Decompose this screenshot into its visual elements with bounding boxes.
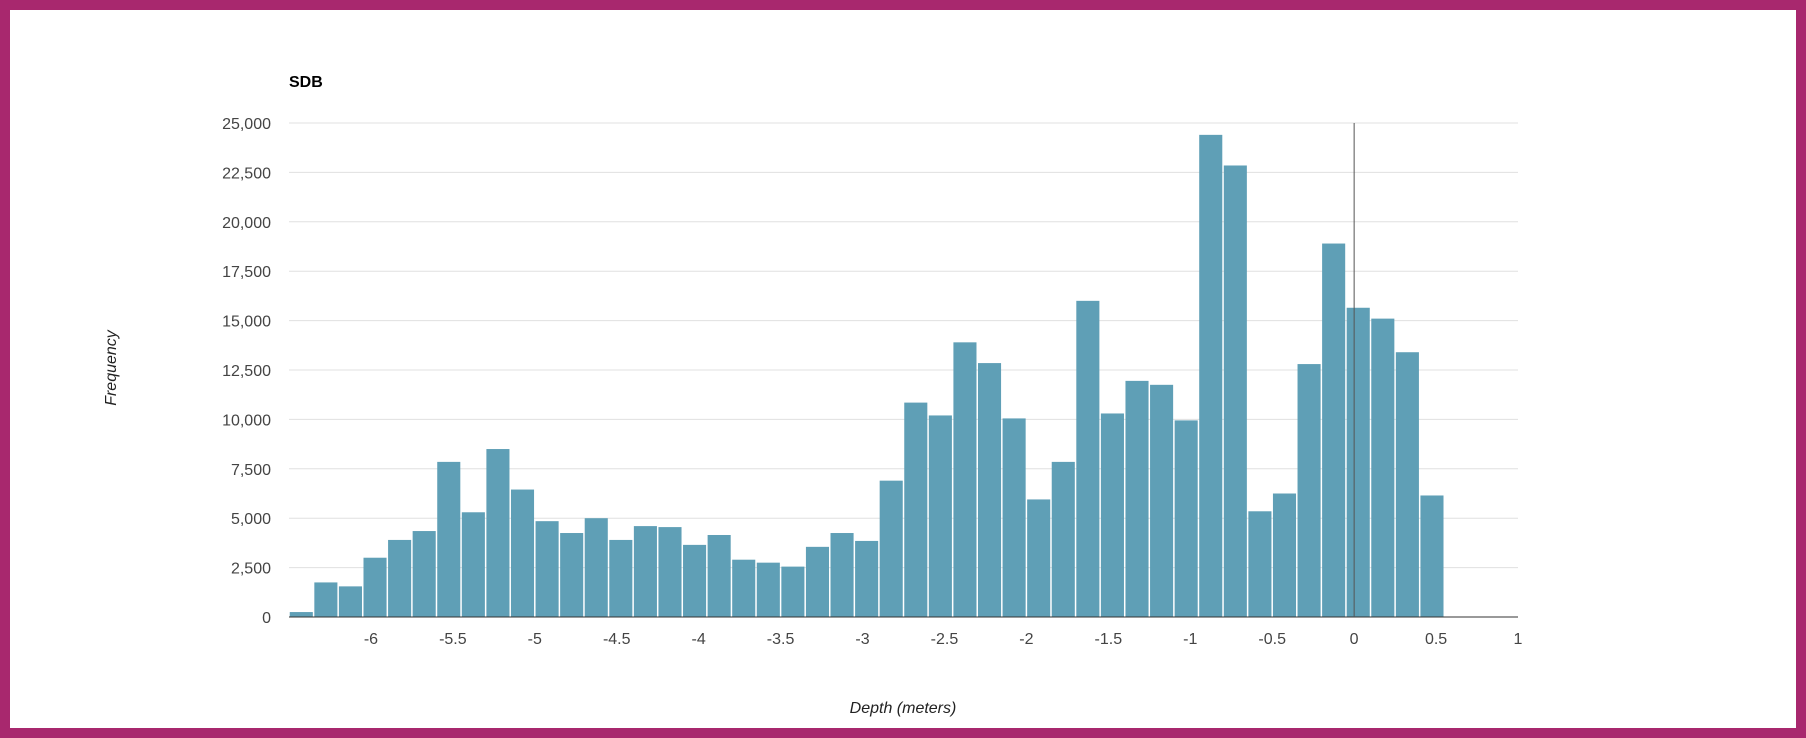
y-tick-label: 12,500	[222, 363, 271, 380]
x-tick-label: -5	[528, 631, 542, 648]
histogram-bars	[289, 134, 1444, 617]
histogram-bar	[486, 449, 510, 617]
x-tick-label: -1.5	[1095, 631, 1123, 648]
histogram-bar	[977, 363, 1002, 617]
y-tick-label: 0	[262, 610, 271, 627]
histogram-bar	[1371, 318, 1395, 617]
histogram-bar	[732, 559, 756, 617]
histogram-bar	[1125, 380, 1149, 617]
histogram-bar	[904, 402, 928, 617]
y-tick-label: 5,000	[231, 511, 271, 528]
histogram-bar	[363, 557, 387, 617]
x-tick-label: 0.5	[1425, 631, 1447, 648]
y-tick-label: 17,500	[222, 264, 271, 281]
y-tick-label: 2,500	[231, 561, 271, 578]
histogram-bar	[535, 521, 559, 617]
histogram-bar	[1223, 165, 1247, 617]
x-axis-ticks: -6 -5.5 -5 -4.5 -4 -3.5 -3 -2.5 -2 -1.5 -1 -0.5 0 0.5…	[364, 631, 1523, 648]
histogram-bar	[633, 526, 657, 617]
y-tick-label: 20,000	[222, 215, 271, 232]
histogram-bar	[781, 566, 805, 617]
histogram-bar	[461, 512, 485, 617]
histogram-bar	[1002, 418, 1026, 617]
histogram-bar	[437, 461, 461, 617]
histogram-bar	[584, 518, 608, 617]
histogram-bar	[560, 533, 584, 617]
histogram-bar	[1199, 134, 1223, 617]
histogram-bar	[1322, 243, 1346, 617]
x-tick-label: -2.5	[931, 631, 959, 648]
histogram-bar	[1395, 352, 1419, 617]
histogram-bar	[830, 533, 854, 617]
y-axis-ticks: 0 2,500 5,000 7,500 10,000 12,500 15,000 17,500…	[222, 116, 271, 627]
x-tick-label: 0	[1350, 631, 1359, 648]
y-axis-label: Frequency	[103, 329, 120, 406]
histogram-bar	[289, 612, 313, 617]
x-tick-label: -2	[1019, 631, 1033, 648]
histogram-bar	[805, 546, 830, 617]
histogram-bar	[1420, 495, 1444, 617]
x-axis-label: Depth (meters)	[850, 700, 957, 717]
y-tick-label: 22,500	[222, 165, 271, 182]
x-tick-label: -4	[692, 631, 706, 648]
histogram-bar	[953, 342, 977, 617]
histogram-bar	[1248, 511, 1272, 617]
x-tick-label: -3.5	[767, 631, 795, 648]
x-tick-label: -6	[364, 631, 378, 648]
histogram-bar	[609, 539, 633, 617]
histogram-bar	[1076, 300, 1100, 617]
x-tick-label: -4.5	[603, 631, 631, 648]
histogram-bar	[1174, 420, 1198, 617]
histogram-bar	[1150, 384, 1174, 617]
histogram-bar	[879, 480, 903, 617]
histogram-bar	[338, 586, 362, 617]
x-tick-label: -0.5	[1258, 631, 1286, 648]
x-tick-label: 1	[1514, 631, 1523, 648]
histogram-bar	[1346, 307, 1370, 617]
histogram-bar	[658, 527, 682, 617]
histogram-bar	[1297, 364, 1321, 617]
histogram-bar	[412, 531, 436, 617]
histogram-bar	[1272, 493, 1297, 617]
x-tick-label: -1	[1183, 631, 1197, 648]
x-tick-label: -5.5	[439, 631, 467, 648]
histogram-bar	[1100, 413, 1124, 617]
histogram-bar	[928, 415, 952, 617]
histogram-bar	[388, 539, 412, 617]
y-tick-label: 10,000	[222, 412, 271, 429]
histogram-bar	[1027, 499, 1051, 617]
histogram-bar	[756, 562, 780, 617]
histogram-bar	[1051, 461, 1075, 617]
y-tick-label: 7,500	[231, 462, 271, 479]
histogram-bar	[510, 489, 535, 617]
histogram-bar	[314, 582, 338, 617]
histogram-bar	[707, 534, 731, 617]
histogram-bar	[683, 544, 707, 617]
y-tick-label: 15,000	[222, 314, 271, 331]
histogram-bar	[855, 540, 879, 617]
chart-title: SDB	[289, 74, 323, 91]
y-tick-label: 25,000	[222, 116, 271, 133]
x-tick-label: -3	[855, 631, 869, 648]
